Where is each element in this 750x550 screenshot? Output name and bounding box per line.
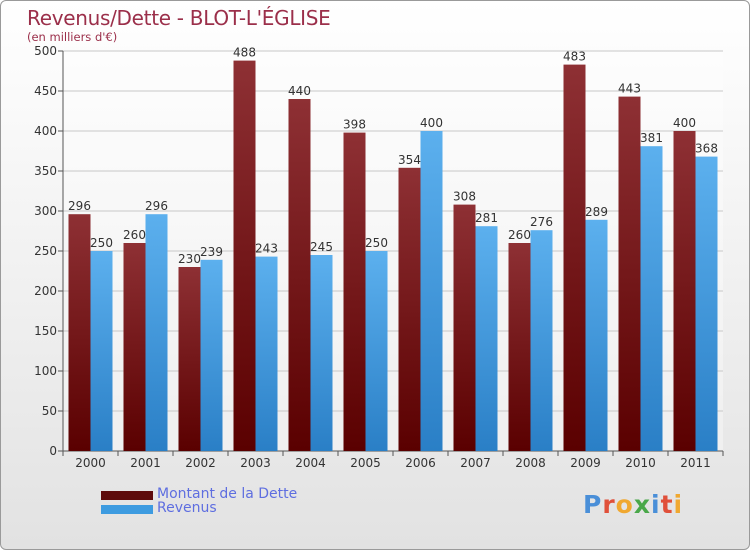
bar-debt — [453, 204, 476, 451]
data-label: 250 — [90, 236, 113, 250]
x-tick-label: 2010 — [625, 456, 656, 470]
bar-revenus — [585, 219, 608, 451]
bar-debt — [178, 267, 201, 451]
x-tick-label: 2001 — [130, 456, 161, 470]
bar-revenus — [695, 156, 718, 451]
data-label: 368 — [695, 142, 718, 156]
data-label: 400 — [673, 116, 696, 130]
x-tick-label: 2003 — [240, 456, 271, 470]
bar-revenus — [200, 259, 223, 451]
logo-letter: i — [651, 490, 661, 519]
logo-letter: t — [660, 490, 674, 519]
data-label: 400 — [420, 116, 443, 130]
bar-revenus — [310, 255, 333, 451]
legend-label-debt: Montant de la Dette — [157, 486, 298, 502]
data-label: 250 — [365, 236, 388, 250]
y-tick-label: 100 — [34, 364, 57, 378]
logo-letter: i — [673, 490, 684, 519]
bar-revenus — [475, 226, 498, 451]
axes: 0 50 100 150 200 250 300 350 400 450 500 2000 2001 20… — [34, 44, 724, 470]
bar-debt — [68, 214, 91, 451]
x-tick-label: 2004 — [295, 456, 326, 470]
data-label: 260 — [508, 228, 531, 242]
y-tick-label: 300 — [34, 204, 57, 218]
data-label: 296 — [145, 199, 168, 213]
bar-revenus — [420, 131, 443, 451]
chart-title: Revenus/Dette - BLOT-L'ÉGLISE — [27, 6, 331, 30]
y-tick-label: 50 — [42, 404, 57, 418]
y-tick-label: 350 — [34, 164, 57, 178]
x-tick-label: 2006 — [405, 456, 436, 470]
data-label: 239 — [200, 245, 223, 259]
x-tick-label: 2005 — [350, 456, 381, 470]
logo-letter: o — [615, 490, 634, 519]
data-label: 488 — [233, 46, 256, 60]
logo-letter: x — [633, 490, 651, 519]
data-label: 281 — [475, 211, 498, 225]
y-tick-label: 450 — [34, 84, 57, 98]
data-label: 398 — [343, 118, 366, 132]
data-label: 381 — [640, 131, 663, 145]
x-tick-label: 2007 — [460, 456, 491, 470]
x-tick-label: 2009 — [570, 456, 601, 470]
data-label: 260 — [123, 228, 146, 242]
y-tick-label: 0 — [49, 444, 57, 458]
bar-revenus — [640, 146, 663, 451]
bar-debt — [343, 132, 366, 451]
x-tick-label: 2008 — [515, 456, 546, 470]
bars — [68, 60, 718, 452]
y-tick-label: 500 — [34, 44, 57, 58]
data-label: 296 — [68, 199, 91, 213]
x-tick-label: 2011 — [680, 456, 711, 470]
data-label: 289 — [585, 205, 608, 219]
data-label: 483 — [563, 50, 586, 64]
x-tick-label: 2002 — [185, 456, 216, 470]
logo-letter: r — [602, 490, 616, 519]
y-tick-label: 150 — [34, 324, 57, 338]
bar-revenus — [365, 251, 388, 451]
bar-debt — [673, 131, 696, 451]
y-tick-label: 400 — [34, 124, 57, 138]
legend-swatch-revenus — [101, 505, 153, 514]
chart-subtitle: (en milliers d'€) — [27, 30, 118, 44]
data-label: 243 — [255, 242, 278, 256]
data-label: 440 — [288, 84, 311, 98]
bar-revenus — [90, 251, 113, 451]
grid-lines — [63, 50, 723, 451]
proxiti-logo: Proxiti — [583, 490, 683, 519]
bar-debt — [618, 96, 641, 451]
data-label: 443 — [618, 82, 641, 96]
x-tick-label: 2000 — [75, 456, 106, 470]
bar-revenus — [145, 214, 168, 451]
data-label: 308 — [453, 190, 476, 204]
bar-revenus — [255, 256, 278, 451]
data-label: 230 — [178, 252, 201, 266]
bar-debt — [288, 99, 311, 451]
y-tick-label: 200 — [34, 284, 57, 298]
legend-label-revenus: Revenus — [157, 500, 217, 516]
data-label: 354 — [398, 153, 421, 167]
y-tick-label: 250 — [34, 244, 57, 258]
bar-debt — [123, 243, 146, 451]
bar-debt — [398, 167, 421, 452]
logo-letter: P — [583, 490, 603, 519]
bar-revenus — [530, 230, 553, 451]
legend-swatch-debt — [101, 491, 153, 500]
bar-debt — [563, 64, 586, 451]
data-label: 245 — [310, 240, 333, 254]
bar-debt — [233, 60, 256, 451]
bar-debt — [508, 243, 531, 451]
data-label: 276 — [530, 215, 553, 229]
